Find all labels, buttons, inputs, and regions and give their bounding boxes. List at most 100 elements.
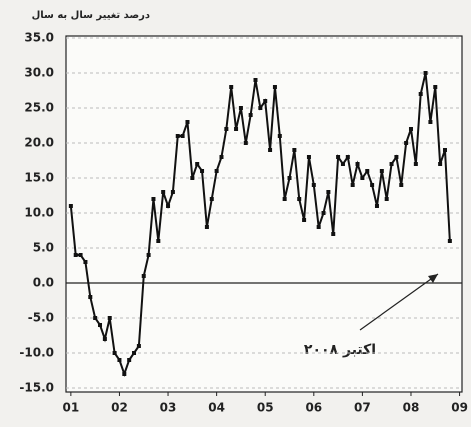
- point-marker: [69, 204, 73, 208]
- point-marker: [312, 183, 316, 187]
- x-tick-label: 05: [257, 401, 274, 415]
- point-marker: [215, 169, 219, 173]
- x-tick-label: 03: [160, 401, 177, 415]
- y-tick-label: -10.0: [19, 346, 54, 360]
- y-tick-label: 10.0: [24, 206, 54, 220]
- point-marker: [394, 155, 398, 159]
- y-tick-label: 0.0: [33, 276, 54, 290]
- point-marker: [356, 162, 360, 166]
- point-marker: [341, 162, 345, 166]
- point-marker: [171, 190, 175, 194]
- annotation: اکتبر ۲۰۰۸: [304, 342, 376, 358]
- y-tick-label: 30.0: [24, 66, 54, 80]
- point-marker: [200, 169, 204, 173]
- x-tick-label: 09: [451, 401, 468, 415]
- point-marker: [365, 169, 369, 173]
- x-tick-label: 07: [354, 401, 371, 415]
- point-marker: [433, 85, 437, 89]
- y-tick-label: 5.0: [33, 241, 54, 255]
- x-tick-label: 01: [63, 401, 80, 415]
- point-marker: [268, 148, 272, 152]
- plot-frame: [66, 36, 462, 392]
- point-marker: [244, 141, 248, 145]
- point-marker: [181, 134, 185, 138]
- point-marker: [448, 239, 452, 243]
- point-marker: [205, 225, 209, 229]
- point-marker: [234, 127, 238, 131]
- x-tick-label: 02: [111, 401, 128, 415]
- point-marker: [292, 148, 296, 152]
- point-marker: [103, 337, 107, 341]
- point-marker: [419, 92, 423, 96]
- point-marker: [360, 176, 364, 180]
- point-marker: [210, 197, 214, 201]
- point-marker: [79, 253, 83, 257]
- point-marker: [88, 295, 92, 299]
- point-marker: [351, 183, 355, 187]
- point-marker: [83, 260, 87, 264]
- point-marker: [283, 197, 287, 201]
- point-marker: [122, 372, 126, 376]
- y-tick-label: -5.0: [28, 311, 54, 325]
- point-marker: [127, 358, 131, 362]
- x-tick-label: 06: [305, 401, 322, 415]
- point-marker: [424, 71, 428, 75]
- point-marker: [113, 351, 117, 355]
- point-marker: [375, 204, 379, 208]
- point-marker: [219, 155, 223, 159]
- point-marker: [443, 148, 447, 152]
- y-tick-label: 35.0: [24, 31, 54, 45]
- point-marker: [404, 141, 408, 145]
- point-marker: [322, 211, 326, 215]
- point-marker: [346, 155, 350, 159]
- x-tick-label: 04: [208, 401, 225, 415]
- point-marker: [190, 176, 194, 180]
- point-marker: [307, 155, 311, 159]
- y-tick-label: 25.0: [24, 101, 54, 115]
- point-marker: [331, 232, 335, 236]
- point-marker: [390, 162, 394, 166]
- chart-title: درصد تغییر سال به سال: [32, 10, 150, 21]
- point-marker: [185, 120, 189, 124]
- x-tick-label: 08: [403, 401, 420, 415]
- point-marker: [258, 106, 262, 110]
- point-marker: [385, 197, 389, 201]
- point-marker: [108, 316, 112, 320]
- y-tick-label: 15.0: [24, 171, 54, 185]
- point-marker: [117, 358, 121, 362]
- point-marker: [302, 218, 306, 222]
- point-marker: [409, 127, 413, 131]
- y-tick-label: 20.0: [24, 136, 54, 150]
- point-marker: [166, 204, 170, 208]
- point-marker: [142, 274, 146, 278]
- point-marker: [132, 351, 136, 355]
- point-marker: [317, 225, 321, 229]
- point-marker: [380, 169, 384, 173]
- point-marker: [253, 78, 257, 82]
- point-marker: [74, 253, 78, 257]
- point-marker: [288, 176, 292, 180]
- point-marker: [161, 190, 165, 194]
- point-marker: [229, 85, 233, 89]
- point-marker: [156, 239, 160, 243]
- point-marker: [399, 183, 403, 187]
- point-marker: [195, 162, 199, 166]
- point-marker: [224, 127, 228, 131]
- point-marker: [137, 344, 141, 348]
- point-marker: [151, 197, 155, 201]
- point-marker: [297, 197, 301, 201]
- point-marker: [176, 134, 180, 138]
- point-marker: [239, 106, 243, 110]
- point-marker: [370, 183, 374, 187]
- point-marker: [414, 162, 418, 166]
- point-marker: [273, 85, 277, 89]
- point-marker: [263, 99, 267, 103]
- point-marker: [93, 316, 97, 320]
- point-marker: [438, 162, 442, 166]
- chart: درصد تغییر سال به سال اکتبر ۲۰۰۸ -15.0-1…: [0, 0, 471, 427]
- point-marker: [147, 253, 151, 257]
- point-marker: [278, 134, 282, 138]
- point-marker: [428, 120, 432, 124]
- point-marker: [98, 323, 102, 327]
- point-marker: [336, 155, 340, 159]
